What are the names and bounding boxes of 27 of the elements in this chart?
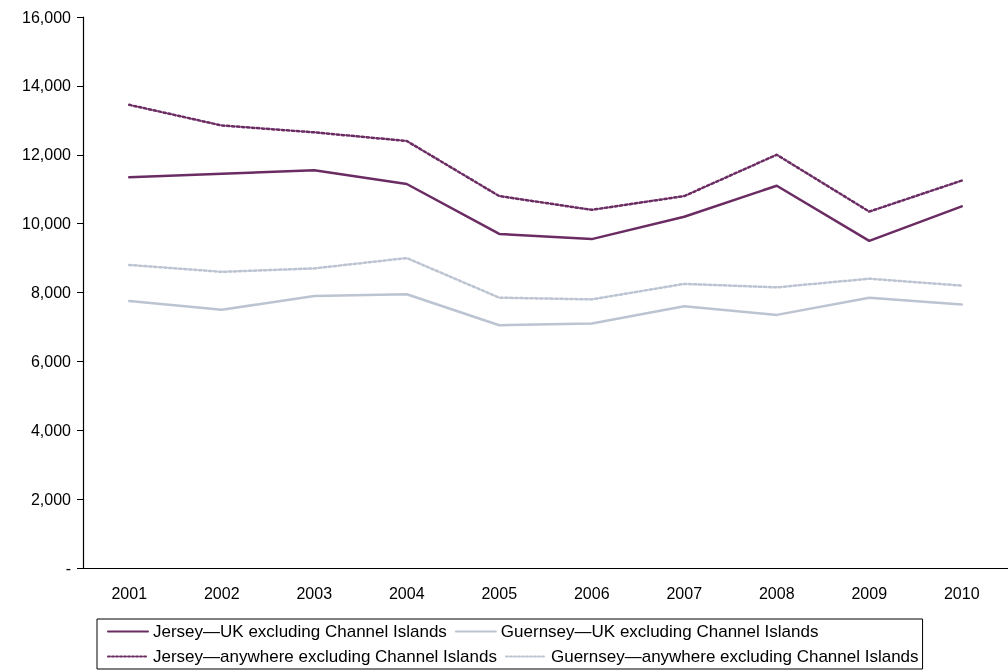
y-tick-label: 16,000 <box>22 8 72 26</box>
x-tick-label: 2003 <box>296 584 333 602</box>
y-tick-label: 10,000 <box>22 215 72 233</box>
x-tick-label: 2010 <box>943 584 980 602</box>
x-tick-label: 2004 <box>388 584 425 602</box>
y-tick-label: 6,000 <box>30 352 72 370</box>
legend-label: Guernsey—anywhere excluding Channel Islands <box>550 647 919 666</box>
y-tick-label: 4,000 <box>30 421 72 439</box>
y-tick-label: 8,000 <box>30 284 72 301</box>
x-tick-label: 2009 <box>851 584 888 602</box>
x-tick-label: 2002 <box>203 584 240 602</box>
legend-label: Jersey—anywhere excluding Channel Islands <box>153 647 497 666</box>
x-tick-label: 2007 <box>666 584 703 602</box>
y-tick-label: - <box>65 559 71 577</box>
x-tick-label: 2006 <box>573 584 610 602</box>
legend-label: Jersey—UK excluding Channel Islands <box>153 622 447 641</box>
legend-label: Guernsey—UK excluding Channel Islands <box>500 622 819 641</box>
y-tick-label: 14,000 <box>22 77 72 95</box>
x-tick-label: 2005 <box>481 584 518 602</box>
x-tick-label: 2001 <box>111 584 148 602</box>
line-series <box>128 292 963 327</box>
y-tick-label: 2,000 <box>30 490 72 508</box>
y-tick-label: 12,000 <box>22 146 72 164</box>
line-series <box>128 169 963 243</box>
x-tick-label: 2008 <box>758 584 795 602</box>
line-series <box>128 103 963 213</box>
line-series <box>128 256 963 301</box>
